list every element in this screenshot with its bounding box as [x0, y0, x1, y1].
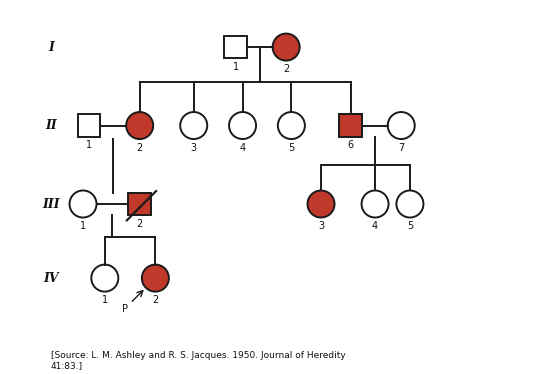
Text: [Source: L. M. Ashley and R. S. Jacques. 1950. Journal of Heredity
41:83.]: [Source: L. M. Ashley and R. S. Jacques.… [51, 351, 346, 371]
Text: 4: 4 [240, 142, 246, 153]
Ellipse shape [91, 264, 118, 292]
Ellipse shape [278, 112, 305, 139]
Text: 2: 2 [137, 142, 143, 153]
Text: 1: 1 [86, 140, 92, 150]
Text: 1: 1 [80, 221, 86, 231]
Bar [224, 36, 247, 58]
Text: 2: 2 [137, 219, 143, 229]
Ellipse shape [229, 112, 256, 139]
Text: I: I [48, 40, 54, 53]
Text: 3: 3 [318, 221, 324, 231]
Ellipse shape [69, 190, 96, 218]
Text: 4: 4 [372, 221, 378, 231]
Ellipse shape [397, 190, 423, 218]
Text: IV: IV [43, 272, 59, 285]
Bar [78, 114, 101, 137]
Text: 5: 5 [407, 221, 413, 231]
Ellipse shape [126, 112, 153, 139]
Ellipse shape [362, 190, 388, 218]
Ellipse shape [180, 112, 207, 139]
Ellipse shape [142, 264, 169, 292]
Text: 6: 6 [347, 140, 354, 150]
Text: P: P [121, 304, 127, 314]
Text: 7: 7 [398, 142, 404, 153]
Text: 2: 2 [152, 295, 159, 305]
Bar [129, 193, 151, 215]
Text: 2: 2 [283, 64, 289, 74]
Text: 5: 5 [288, 142, 294, 153]
Bar [339, 114, 362, 137]
Text: 3: 3 [191, 142, 197, 153]
Text: 1: 1 [232, 62, 238, 72]
Ellipse shape [272, 34, 300, 61]
Text: III: III [42, 197, 60, 211]
Text: 1: 1 [102, 295, 108, 305]
Ellipse shape [307, 190, 335, 218]
Ellipse shape [388, 112, 415, 139]
Text: II: II [45, 119, 57, 132]
